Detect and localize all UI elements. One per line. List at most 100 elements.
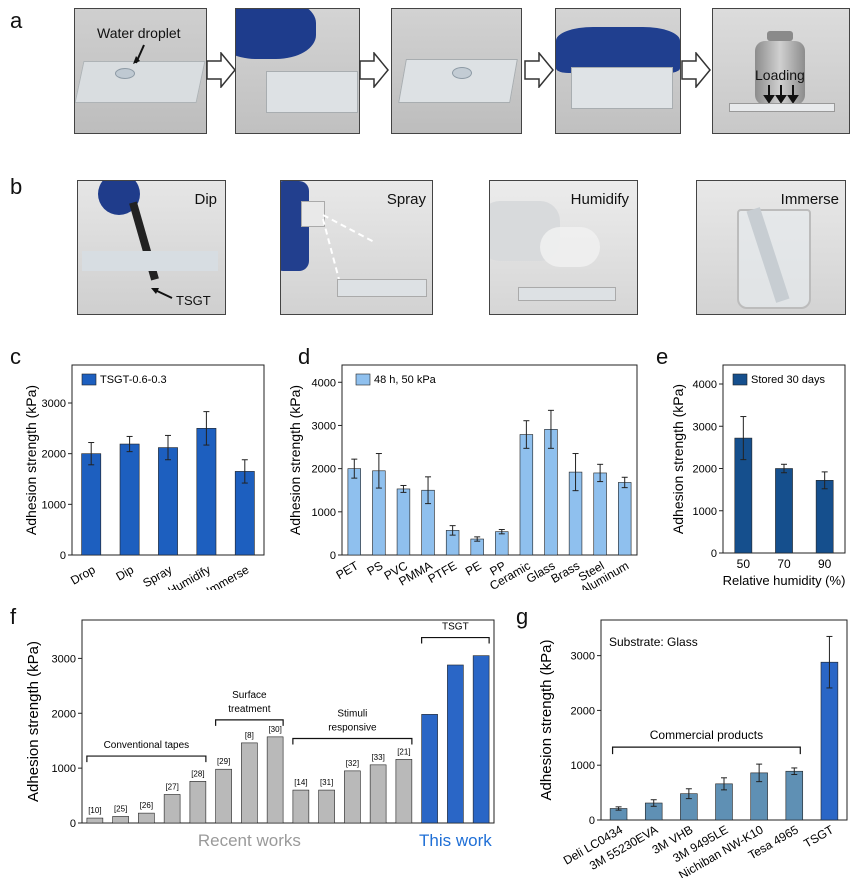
chart-d: 0 1000 2000 3000 4000 Adhesion strength (kPa)…: [287, 364, 638, 590]
bar: [395, 759, 413, 824]
chart-e: 0 1000 2000 3000 4000 Adhesion strength (kPa)…: [670, 364, 846, 588]
bar: [119, 443, 140, 556]
bar: [369, 764, 387, 824]
y-tick-label: 0: [330, 550, 336, 562]
humidify-label: Humidify: [570, 191, 629, 208]
group-label-commercial: Commercial products: [650, 728, 763, 742]
bar: [215, 768, 232, 824]
panel-label-a: a: [10, 8, 23, 33]
bar: [519, 434, 534, 556]
bar: [472, 655, 490, 824]
bracket-conventional: [86, 755, 207, 763]
reference-label: [8]: [245, 731, 254, 740]
reference-label: [30]: [268, 725, 281, 734]
y-tick-label: 0: [589, 815, 595, 827]
y-axis-label: Adhesion strength (kPa): [25, 641, 42, 802]
panel-label-c: c: [10, 344, 21, 369]
bar: [495, 531, 509, 556]
y-tick-label: 2000: [693, 464, 717, 476]
x-tick-label: PTFE: [426, 558, 460, 585]
bar: [815, 480, 834, 554]
reference-label: [31]: [320, 778, 333, 787]
arrow-right-icon: [524, 52, 554, 88]
x-tick-label: TSGT: [801, 822, 836, 850]
reference-label: [21]: [397, 747, 410, 756]
y-tick-label: 4000: [312, 377, 336, 389]
bar: [344, 770, 361, 824]
legend-swatch: [355, 373, 371, 386]
y-tick-label: 0: [60, 550, 66, 562]
group-label-surface: Surface: [232, 690, 267, 701]
photo-a1: Water droplet: [74, 8, 207, 134]
bar: [775, 468, 793, 554]
y-tick-label: 1000: [571, 760, 595, 772]
reference-label: [32]: [346, 759, 359, 768]
panel-label-d: d: [298, 344, 311, 369]
y-tick-label: 3000: [312, 420, 336, 432]
water-droplet-label: Water droplet: [97, 25, 181, 41]
bracket-surface: [215, 719, 284, 726]
legend-label: 48 h, 50 kPa: [374, 374, 437, 386]
group-label-stimuli: responsive: [328, 723, 377, 734]
x-tick-label: PP: [487, 558, 508, 578]
panel-label-b: b: [10, 174, 23, 199]
chart-f: 0 1000 2000 3000 Adhesion strength (kPa) [10]…: [25, 619, 495, 850]
x-tick-label: Drop: [68, 562, 98, 587]
plot-frame: [81, 619, 495, 824]
y-tick-label: 0: [70, 818, 76, 830]
reference-label: [14]: [294, 778, 307, 787]
bar: [86, 817, 104, 824]
y-axis-label: Adhesion strength (kPa): [23, 385, 39, 535]
tsgt-label: TSGT: [176, 293, 211, 308]
dip-label: Dip: [194, 191, 217, 208]
bar: [785, 770, 804, 821]
chart-g: 0 1000 2000 3000 Adhesion strength (kPa) Subs…: [538, 619, 848, 878]
photo-b-humidify: Humidify: [489, 180, 638, 315]
y-tick-label: 2000: [42, 449, 66, 461]
y-tick-label: 3000: [52, 653, 76, 665]
reference-label: [28]: [191, 769, 204, 778]
y-axis-label: Adhesion strength (kPa): [538, 640, 555, 801]
y-tick-label: 3000: [42, 398, 66, 410]
photo-b-spray: Spray: [280, 180, 433, 315]
bar: [396, 488, 411, 556]
pointer-arrow-icon: [151, 288, 173, 299]
recent-works-label: Recent works: [198, 831, 301, 850]
bar: [112, 816, 129, 824]
bar: [421, 714, 438, 824]
panel-label-g: g: [516, 604, 529, 629]
legend-label: Stored 30 days: [751, 374, 825, 386]
this-work-label: This work: [419, 831, 492, 850]
x-axis-label: Relative humidity (%): [723, 573, 846, 588]
legend-swatch: [732, 373, 748, 386]
bar: [318, 789, 335, 824]
down-arrows-icon: [763, 85, 799, 103]
panel-label-e: e: [656, 344, 669, 369]
y-tick-label: 2000: [52, 708, 76, 720]
bar: [292, 789, 310, 824]
y-tick-label: 1000: [312, 507, 336, 519]
reference-label: [26]: [140, 801, 153, 810]
photo-a4: [555, 8, 681, 134]
y-tick-label: 2000: [571, 705, 595, 717]
group-label-surface: treatment: [228, 704, 270, 715]
reference-label: [25]: [114, 804, 127, 813]
y-tick-label: 3000: [571, 651, 595, 663]
bar: [138, 812, 155, 824]
x-tick-label: PS: [365, 558, 386, 578]
x-tick-label: 70: [777, 557, 791, 571]
bar: [347, 468, 361, 556]
reference-label: [33]: [371, 753, 384, 762]
reference-label: [29]: [217, 757, 230, 766]
x-tick-label: 50: [737, 557, 751, 571]
photo-a3: [391, 8, 522, 134]
bracket-commercial: [611, 746, 801, 755]
photo-a2: [235, 8, 360, 134]
bar: [163, 794, 181, 824]
bar: [234, 471, 255, 556]
plot-frame: [341, 364, 638, 556]
reference-label: [10]: [88, 806, 101, 815]
arrow-right-icon: [359, 52, 389, 88]
y-axis-label: Adhesion strength (kPa): [670, 384, 686, 534]
